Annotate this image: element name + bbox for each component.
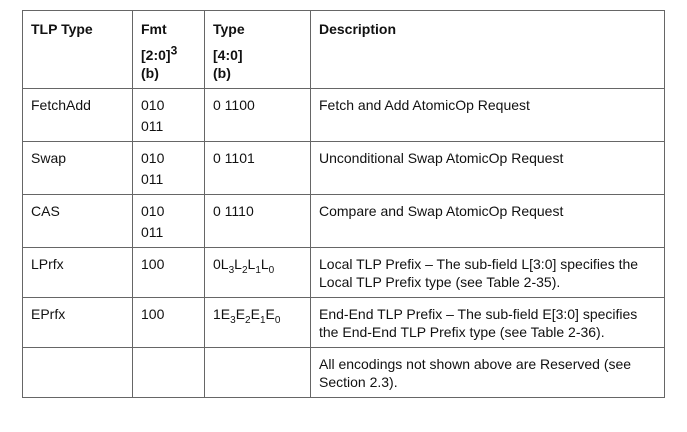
- tlp-encoding-table-container: TLP Type Fmt [2:0]3 (b) Type [4:0] (b) D…: [22, 10, 665, 398]
- cell-type: 0 1100: [204, 88, 311, 142]
- cell-description: End-End TLP Prefix – The sub-field E[3:0…: [310, 297, 665, 348]
- cell-description: Unconditional Swap AtomicOp Request: [310, 141, 665, 195]
- cell-tlp-type: EPrfx: [22, 297, 133, 348]
- cell-fmt: 010 011: [132, 194, 205, 248]
- header-type-bits: [4:0]: [213, 47, 243, 63]
- cell-fmt: 100: [132, 297, 205, 348]
- cell-tlp-type: Swap: [22, 141, 133, 195]
- cell-tlp-type: [22, 347, 133, 398]
- header-tlp-type: TLP Type: [22, 10, 133, 89]
- cell-description: Local TLP Prefix – The sub-field L[3:0] …: [310, 247, 665, 298]
- header-row: TLP Type Fmt [2:0]3 (b) Type [4:0] (b) D…: [22, 10, 665, 89]
- cell-fmt: [132, 347, 205, 398]
- cell-tlp-type: LPrfx: [22, 247, 133, 298]
- table-row: EPrfx 100 1E3E2E1E0 End-End TLP Prefix –…: [22, 297, 665, 348]
- cell-fmt: 010 011: [132, 141, 205, 195]
- header-fmt-footnote: 3: [170, 43, 178, 58]
- header-fmt-bits: [2:0]: [141, 47, 171, 63]
- cell-type: 0L3L2L1L0: [204, 247, 311, 298]
- header-description: Description: [310, 10, 665, 89]
- table-row: All encodings not shown above are Reserv…: [22, 347, 665, 398]
- cell-type: 1E3E2E1E0: [204, 297, 311, 348]
- tlp-encoding-table: TLP Type Fmt [2:0]3 (b) Type [4:0] (b) D…: [22, 10, 665, 398]
- cell-description: Compare and Swap AtomicOp Request: [310, 194, 665, 248]
- header-fmt: Fmt [2:0]3 (b): [132, 10, 205, 89]
- table-row: CAS 010 011 0 1110 Compare and Swap Atom…: [22, 194, 665, 248]
- cell-description: All encodings not shown above are Reserv…: [310, 347, 665, 398]
- cell-description: Fetch and Add AtomicOp Request: [310, 88, 665, 142]
- cell-tlp-type: FetchAdd: [22, 88, 133, 142]
- header-type: Type [4:0] (b): [204, 10, 311, 89]
- table-row: Swap 010 011 0 1101 Unconditional Swap A…: [22, 141, 665, 195]
- cell-fmt: 100: [132, 247, 205, 298]
- header-fmt-unit: (b): [141, 65, 159, 81]
- cell-type: 0 1101: [204, 141, 311, 195]
- table-row: LPrfx 100 0L3L2L1L0 Local TLP Prefix – T…: [22, 247, 665, 298]
- cell-tlp-type: CAS: [22, 194, 133, 248]
- cell-fmt: 010 011: [132, 88, 205, 142]
- header-type-unit: (b): [213, 65, 231, 81]
- cell-type: 0 1110: [204, 194, 311, 248]
- cell-type: [204, 347, 311, 398]
- table-row: FetchAdd 010 011 0 1100 Fetch and Add At…: [22, 88, 665, 142]
